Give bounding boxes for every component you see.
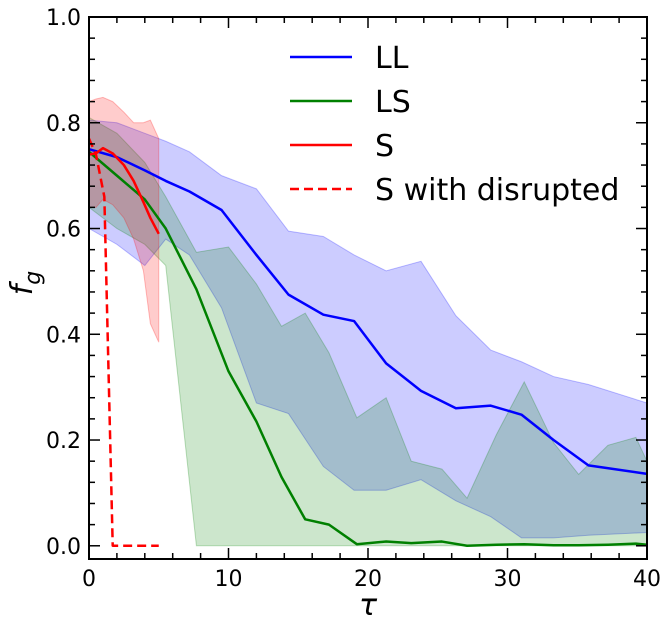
legend-label-ls: LS: [375, 85, 411, 120]
x-tick-label: 20: [354, 567, 382, 592]
svg-text:fg: fg: [5, 271, 46, 296]
y-tick-label: 1.0: [46, 6, 81, 31]
band-s: [88, 96, 160, 343]
series-line-ll: [88, 147, 648, 476]
axis-ticks: [88, 16, 648, 559]
series-line-s-with-disrupted: [87, 138, 159, 548]
y-tick-label: 0.8: [46, 112, 81, 137]
legend-label-s-with-disrupted: S with disrupted: [375, 173, 619, 208]
x-tick-label: 30: [494, 567, 522, 592]
y-tick-label: 0.0: [46, 535, 81, 560]
y-tick-label: 0.2: [46, 429, 81, 454]
x-tick-label: 10: [215, 567, 243, 592]
x-axis-label: τ: [359, 588, 378, 623]
confidence-bands: [88, 96, 648, 547]
series-line-ls: [88, 150, 648, 548]
y-axis-label-subscript: g: [21, 271, 46, 285]
legend-label-s: S: [375, 129, 394, 164]
series-lines: [87, 138, 648, 548]
y-axis-label: fg: [5, 271, 46, 296]
legend-label-ll: LL: [375, 41, 409, 76]
x-tick-label: 0: [82, 567, 96, 592]
x-tick-label: 40: [633, 567, 661, 592]
y-tick-label: 0.4: [46, 323, 81, 348]
y-tick-label: 0.6: [46, 218, 81, 243]
legend: LL LS S S with disrupted: [290, 41, 619, 208]
series-line-s: [88, 146, 160, 235]
tick-labels: 0 10 20 30 40 0.0 0.2 0.4 0.6 0.8 1.0: [46, 6, 661, 592]
